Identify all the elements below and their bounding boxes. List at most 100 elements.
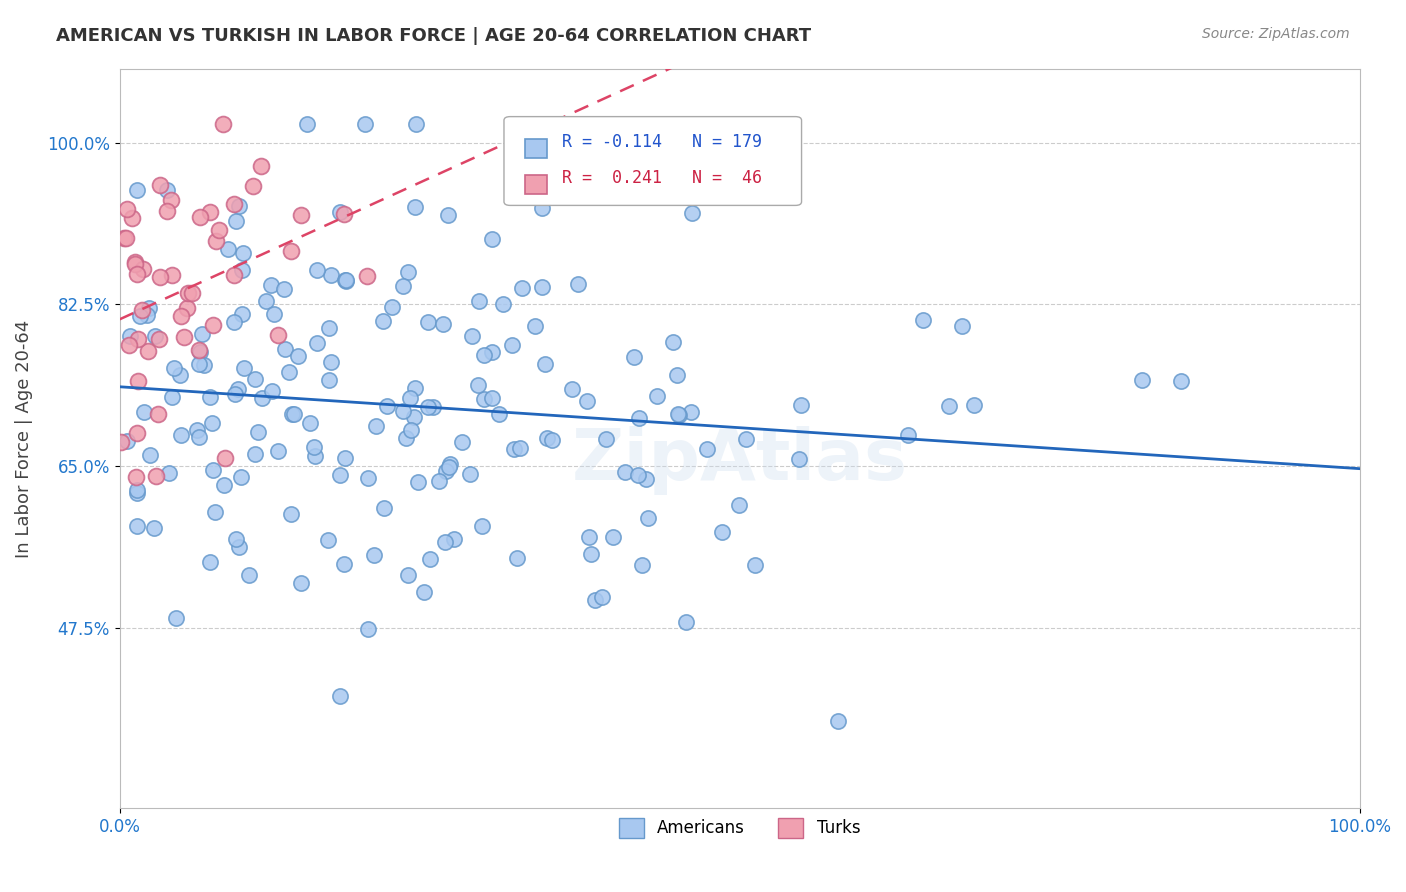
FancyBboxPatch shape — [524, 139, 547, 158]
Americans — [645, 389, 668, 403]
Americans — [787, 452, 810, 467]
Americans — [579, 547, 602, 561]
Americans — [201, 417, 224, 431]
Americans — [534, 357, 557, 371]
Americans — [134, 404, 156, 418]
Turks — [149, 269, 172, 284]
Americans — [523, 319, 546, 334]
Americans — [260, 277, 283, 292]
Americans — [567, 277, 589, 291]
Americans — [290, 576, 312, 591]
Americans — [471, 518, 494, 533]
Americans — [267, 444, 290, 458]
Americans — [273, 282, 295, 296]
Text: AMERICAN VS TURKISH IN LABOR FORCE | AGE 20-64 CORRELATION CHART: AMERICAN VS TURKISH IN LABOR FORCE | AGE… — [56, 27, 811, 45]
Turks — [188, 210, 211, 224]
Americans — [631, 558, 654, 572]
Turks — [356, 269, 378, 284]
Text: Source: ZipAtlas.com: Source: ZipAtlas.com — [1202, 27, 1350, 41]
Americans — [578, 530, 600, 544]
Americans — [332, 557, 354, 571]
Americans — [238, 568, 260, 582]
Turks — [188, 343, 211, 357]
Text: ZipAtlas: ZipAtlas — [572, 426, 907, 495]
Americans — [481, 391, 503, 405]
Americans — [481, 344, 503, 359]
Americans — [198, 555, 221, 569]
Americans — [595, 432, 617, 446]
Americans — [260, 384, 283, 399]
Americans — [127, 483, 149, 497]
Americans — [139, 448, 162, 462]
Americans — [273, 342, 295, 356]
Americans — [329, 204, 352, 219]
Americans — [232, 245, 254, 260]
Americans — [254, 293, 277, 308]
Americans — [938, 399, 960, 413]
Turks — [160, 268, 183, 282]
Americans — [1130, 373, 1153, 387]
Americans — [662, 334, 685, 349]
Text: R =  0.241   N =  46: R = 0.241 N = 46 — [562, 169, 762, 187]
Americans — [395, 431, 418, 445]
Americans — [204, 505, 226, 519]
Americans — [188, 429, 211, 443]
Turks — [224, 197, 246, 211]
Americans — [299, 416, 322, 430]
Americans — [408, 475, 430, 490]
Americans — [510, 281, 533, 295]
Americans — [963, 398, 986, 412]
Americans — [281, 408, 304, 422]
Turks — [160, 193, 183, 207]
Americans — [156, 183, 179, 197]
Americans — [401, 423, 423, 437]
Americans — [225, 532, 247, 546]
Americans — [375, 399, 398, 413]
Americans — [316, 533, 339, 547]
Americans — [283, 408, 305, 422]
Americans — [434, 464, 457, 478]
Americans — [412, 584, 434, 599]
Americans — [287, 349, 309, 363]
Americans — [434, 535, 457, 549]
Americans — [467, 294, 489, 309]
Americans — [675, 615, 697, 630]
Americans — [318, 321, 340, 335]
Americans — [217, 242, 239, 256]
Turks — [146, 407, 169, 421]
Turks — [149, 178, 172, 192]
Americans — [439, 457, 461, 471]
Americans — [402, 410, 425, 425]
Americans — [602, 530, 624, 544]
Americans — [443, 533, 465, 547]
Americans — [159, 466, 181, 480]
Americans — [163, 360, 186, 375]
Americans — [679, 404, 702, 418]
Turks — [176, 301, 198, 315]
Americans — [188, 345, 211, 359]
Americans — [280, 507, 302, 521]
Americans — [231, 307, 253, 321]
Americans — [169, 368, 191, 383]
Americans — [125, 485, 148, 500]
Americans — [461, 329, 484, 343]
Americans — [170, 427, 193, 442]
Americans — [711, 525, 734, 540]
Americans — [404, 381, 426, 395]
Americans — [329, 468, 352, 483]
Americans — [200, 390, 222, 404]
Americans — [398, 391, 420, 405]
Turks — [124, 254, 146, 268]
Americans — [304, 449, 326, 463]
Americans — [437, 208, 460, 222]
Turks — [242, 179, 264, 194]
Americans — [243, 372, 266, 386]
Americans — [628, 410, 651, 425]
Turks — [114, 231, 136, 245]
Americans — [666, 368, 689, 383]
Americans — [790, 398, 813, 412]
Americans — [187, 357, 209, 371]
Turks — [212, 117, 235, 131]
Turks — [169, 309, 191, 323]
Americans — [357, 622, 380, 636]
